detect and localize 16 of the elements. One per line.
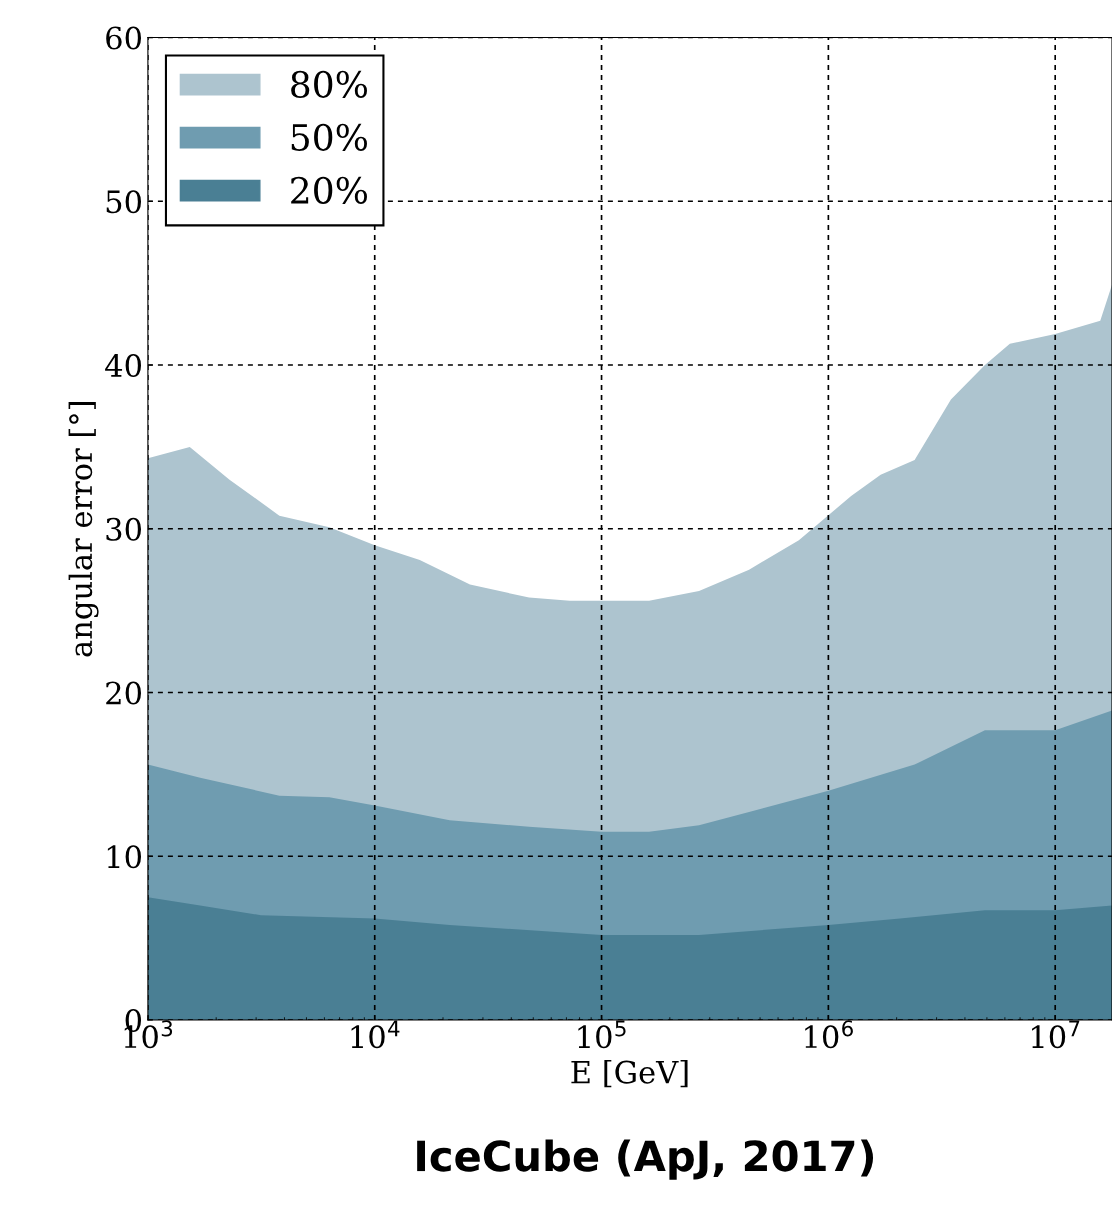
x-tick-label: 10$^{4}$	[351, 1020, 400, 1049]
y-tick-label: 10	[107, 845, 142, 869]
y-axis-title: angular error [°]	[68, 402, 99, 657]
y-tick-label: 50	[106, 190, 142, 214]
x-axis-title: E [GeV]	[571, 1060, 688, 1088]
y-tick-label: 60	[106, 26, 142, 50]
y-tick-label: 20	[106, 681, 142, 705]
legend-label: 50%	[291, 123, 367, 151]
legend-label: 80%	[291, 70, 367, 98]
x-tick-label: 10$^{7}$	[1032, 1020, 1080, 1049]
y-tick-label: 30	[106, 517, 142, 541]
x-tick-label: 10$^{6}$	[805, 1020, 853, 1049]
x-tick-label: 10$^{5}$	[578, 1020, 626, 1049]
y-tick-label: 40	[105, 353, 142, 378]
legend-label: 20%	[291, 176, 367, 204]
text: IceCube (ApJ, 2017)	[417, 1139, 874, 1180]
